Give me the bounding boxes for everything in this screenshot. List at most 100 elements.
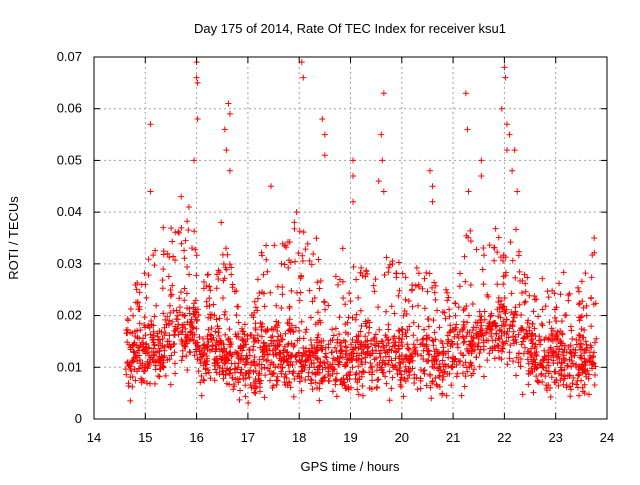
data-point (352, 316, 359, 323)
data-point (222, 308, 229, 315)
data-point (491, 319, 498, 326)
data-point (179, 322, 186, 329)
data-point (394, 370, 401, 377)
data-point (395, 292, 402, 299)
data-point (298, 374, 305, 381)
data-point (278, 304, 285, 311)
data-point (493, 331, 500, 338)
data-point (336, 276, 343, 283)
data-point (259, 252, 266, 259)
data-point (166, 317, 173, 324)
data-point (258, 333, 265, 340)
data-point (162, 372, 169, 379)
data-point (399, 270, 406, 277)
data-point (425, 351, 432, 358)
data-point (238, 352, 245, 359)
data-point (436, 372, 443, 379)
data-point (506, 131, 513, 138)
data-point (213, 369, 220, 376)
data-point (302, 329, 309, 336)
data-point (334, 281, 341, 288)
data-point (179, 353, 186, 360)
data-point (142, 332, 149, 339)
data-point (492, 337, 499, 344)
data-point (440, 363, 447, 370)
data-point (578, 352, 585, 359)
data-point (134, 300, 141, 307)
data-point (355, 356, 362, 363)
data-point (243, 341, 250, 348)
data-point (333, 376, 340, 383)
data-point (222, 264, 229, 271)
x-tick-label: 24 (600, 430, 614, 445)
data-point (531, 356, 538, 363)
data-point (507, 342, 514, 349)
data-point (145, 272, 152, 279)
data-point (343, 347, 350, 354)
data-point (167, 381, 174, 388)
data-point (263, 357, 270, 364)
data-point (457, 270, 464, 277)
data-point (195, 311, 202, 318)
data-point (215, 333, 222, 340)
data-point (376, 326, 383, 333)
data-point (524, 319, 531, 326)
data-point (405, 297, 412, 304)
data-point (561, 366, 568, 373)
data-point (215, 276, 222, 283)
data-point (358, 264, 365, 271)
data-point (250, 343, 257, 350)
data-point (432, 374, 439, 381)
data-point (221, 126, 228, 133)
data-point (503, 147, 510, 154)
data-point (513, 372, 520, 379)
data-point (146, 359, 153, 366)
data-point (299, 257, 306, 264)
data-point (578, 313, 585, 320)
data-point (247, 382, 254, 389)
data-point (235, 355, 242, 362)
data-point (137, 327, 144, 334)
data-point (183, 290, 190, 297)
data-point (558, 318, 565, 325)
data-point (252, 367, 259, 374)
data-point (583, 312, 590, 319)
data-point (267, 377, 274, 384)
data-point (315, 319, 322, 326)
data-point (467, 359, 474, 366)
data-point (434, 365, 441, 372)
axis-ticks (93, 56, 608, 420)
data-point (543, 367, 550, 374)
data-point (429, 363, 436, 370)
data-point (355, 363, 362, 370)
data-point (583, 358, 590, 365)
data-point (563, 384, 570, 391)
data-point (363, 267, 370, 274)
data-point (314, 334, 321, 341)
data-point (556, 355, 563, 362)
data-point (329, 349, 336, 356)
data-point (207, 375, 214, 382)
data-point (447, 322, 454, 329)
data-point (412, 282, 419, 289)
data-point (415, 270, 422, 277)
data-point (579, 298, 586, 305)
data-point (461, 253, 468, 260)
data-point (486, 350, 493, 357)
data-point (332, 325, 339, 332)
data-point (356, 352, 363, 359)
data-point (548, 331, 555, 338)
data-point (229, 375, 236, 382)
data-point (488, 312, 495, 319)
data-point (455, 304, 462, 311)
data-point (404, 375, 411, 382)
data-point (592, 363, 599, 370)
data-point (317, 278, 324, 285)
data-point (290, 393, 297, 400)
data-point (214, 323, 221, 330)
data-point (161, 324, 168, 331)
data-point (501, 295, 508, 302)
data-point (204, 343, 211, 350)
data-point (172, 229, 179, 236)
data-point (222, 371, 229, 378)
